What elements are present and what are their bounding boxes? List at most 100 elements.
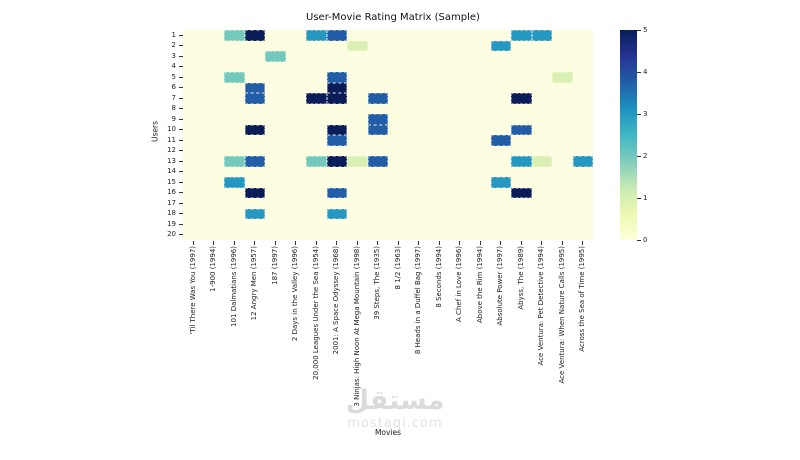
y-tick-mark (179, 97, 183, 99)
x-tick-mark (192, 241, 194, 245)
x-tick-label: 39 Steps, The (1935) (373, 246, 382, 320)
colorbar-tick-label: 4 (643, 67, 648, 76)
y-tick-mark (179, 108, 183, 110)
heatmap-cell (511, 124, 532, 135)
x-tick-mark (500, 241, 502, 245)
heatmap-cell (531, 30, 552, 41)
heatmap-cell (224, 72, 245, 83)
y-tick-label: 1 (171, 30, 176, 39)
x-tick-label: Abyss, The (1989) (516, 246, 525, 310)
chart-title: User-Movie Rating Matrix (Sample) (306, 12, 480, 23)
heatmap-cell (244, 30, 265, 41)
colorbar-tick-mark (637, 113, 641, 115)
heatmap-cell (326, 82, 347, 93)
colorbar-tick-label: 3 (643, 109, 648, 118)
heatmap-cell (347, 40, 368, 51)
y-tick-mark (179, 181, 183, 183)
heatmap-cell (326, 72, 347, 83)
x-tick-label: Ace Ventura: Pet Detective (1994) (537, 246, 546, 366)
y-tick-mark (179, 150, 183, 152)
x-tick-label: 20,000 Leagues Under the Sea (1954) (311, 246, 320, 380)
y-tick-mark (179, 171, 183, 173)
x-tick-label: 1-900 (1994) (209, 246, 218, 292)
heatmap-cell (367, 114, 388, 125)
colorbar-tick-mark (637, 71, 641, 73)
x-tick-mark (397, 241, 399, 245)
heatmap-cell (326, 93, 347, 104)
x-tick-mark (356, 241, 358, 245)
y-tick-label: 2 (171, 41, 176, 50)
x-axis-label: Movies (374, 428, 402, 437)
x-tick-label: Above the Rim (1994) (475, 246, 484, 324)
heatmap-cell (552, 72, 573, 83)
y-tick-mark (179, 139, 183, 141)
x-tick-mark (479, 241, 481, 245)
x-tick-mark (418, 241, 420, 245)
x-tick-label: 8 1/2 (1963) (393, 246, 402, 290)
x-tick-label: 8 Seconds (1994) (434, 246, 443, 308)
y-tick-mark (179, 118, 183, 120)
colorbar-tick-mark (637, 239, 641, 241)
heatmap-grid (183, 30, 593, 240)
y-tick-label: 18 (167, 209, 176, 218)
y-tick-label: 12 (167, 146, 176, 155)
heatmap-cell (244, 156, 265, 167)
colorbar-tick-mark (637, 155, 641, 157)
y-tick-label: 8 (171, 104, 176, 113)
y-tick-label: 6 (171, 83, 176, 92)
y-tick-label: 7 (171, 93, 176, 102)
y-tick-mark (179, 192, 183, 194)
heatmap-cell (326, 156, 347, 167)
y-tick-mark (179, 234, 183, 236)
heatmap-cell (511, 30, 532, 41)
heatmap-cell (306, 30, 327, 41)
heatmap-cell (244, 124, 265, 135)
y-tick-mark (179, 45, 183, 47)
x-tick-mark (459, 241, 461, 245)
heatmap-cell (265, 51, 286, 62)
colorbar-tick-label: 0 (643, 235, 648, 244)
heatmap-cell (490, 40, 511, 51)
heatmap-cell (347, 156, 368, 167)
heatmap-cell (306, 156, 327, 167)
x-tick-label: 2001: A Space Odyssey (1968) (332, 246, 341, 355)
y-tick-mark (179, 213, 183, 215)
x-tick-mark (541, 241, 543, 245)
y-tick-label: 9 (171, 114, 176, 123)
x-tick-mark (315, 241, 317, 245)
heatmap-cell (306, 93, 327, 104)
x-tick-mark (438, 241, 440, 245)
x-tick-label: 3 Ninjas: High Noon At Mega Mountain (19… (352, 246, 361, 407)
x-tick-mark (582, 241, 584, 245)
y-tick-mark (179, 55, 183, 57)
heatmap-cell (490, 177, 511, 188)
y-tick-label: 5 (171, 72, 176, 81)
colorbar-tick-mark (637, 29, 641, 31)
heatmap-cell (244, 93, 265, 104)
x-tick-label: Ace Ventura: When Nature Calls (1995) (557, 246, 566, 384)
y-tick-mark (179, 76, 183, 78)
y-tick-label: 15 (167, 177, 176, 186)
y-tick-label: 4 (171, 62, 176, 71)
heatmap-cell (490, 135, 511, 146)
heatmap-cell (367, 124, 388, 135)
y-tick-label: 19 (167, 219, 176, 228)
heatmap-cell (326, 135, 347, 146)
x-tick-label: 187 (1997) (270, 246, 279, 285)
y-tick-mark (179, 87, 183, 89)
colorbar-tick-label: 1 (643, 193, 648, 202)
heatmap-cell (244, 208, 265, 219)
y-tick-label: 20 (167, 230, 176, 239)
y-tick-mark (179, 66, 183, 68)
heatmap-cell (224, 30, 245, 41)
heatmap-cell (326, 30, 347, 41)
y-tick-label: 13 (167, 156, 176, 165)
x-tick-label: 'Til There Was You (1997) (188, 246, 197, 335)
heatmap-cell (244, 82, 265, 93)
y-tick-mark (179, 223, 183, 225)
x-tick-mark (561, 241, 563, 245)
heatmap-cell (224, 156, 245, 167)
x-tick-label: 2 Days in the Valley (1996) (291, 246, 300, 342)
x-tick-mark (274, 241, 276, 245)
